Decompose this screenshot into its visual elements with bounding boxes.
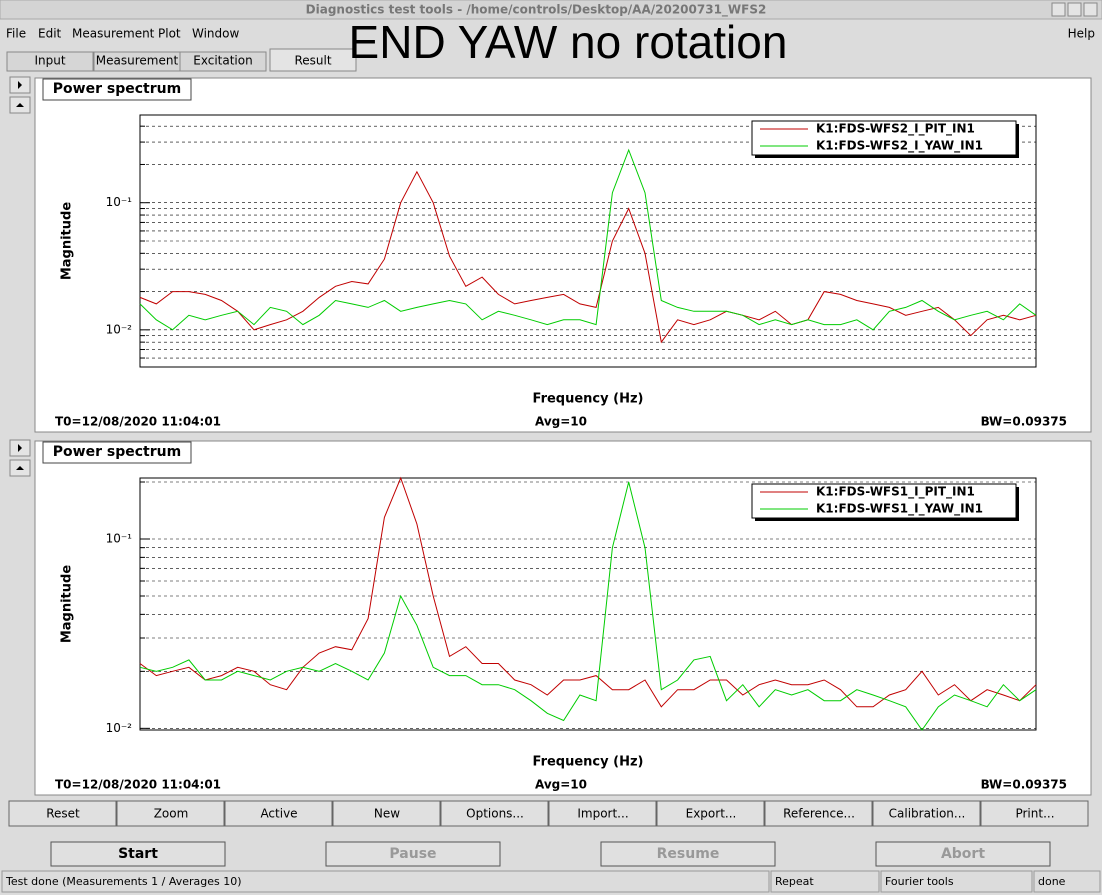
menu-item[interactable]: Edit xyxy=(38,27,62,41)
arrow-icon xyxy=(18,81,22,89)
button[interactable] xyxy=(332,800,441,827)
plot-frame xyxy=(139,477,1037,731)
button[interactable] xyxy=(8,800,117,827)
arrow-icon xyxy=(16,103,24,107)
footer-left: T0=12/08/2020 11:04:01 xyxy=(55,778,221,792)
button[interactable] xyxy=(980,800,1089,827)
y-tick-label: 10⁻¹ xyxy=(106,532,133,546)
button-label[interactable]: Import... xyxy=(577,807,628,821)
plot-frame xyxy=(139,114,1037,368)
status-cell xyxy=(770,870,880,893)
button-row: Reset Zoom Active New Options... Import... Exp… xyxy=(8,800,1089,827)
tab-label[interactable]: Input xyxy=(34,54,65,68)
title-bar xyxy=(0,0,1102,20)
menu-item[interactable]: Window xyxy=(192,27,240,41)
control-button[interactable] xyxy=(50,841,226,867)
control-label[interactable]: Start xyxy=(118,846,158,862)
menu-item[interactable]: Plot xyxy=(158,27,181,41)
button-label[interactable]: New xyxy=(374,807,400,821)
legend-label: K1:FDS-WFS1_I_PIT_IN1 xyxy=(816,485,975,500)
status-text: Fourier tools xyxy=(885,875,954,888)
panel-title-box xyxy=(42,78,192,101)
x-axis-label: Frequency (Hz) xyxy=(533,755,644,770)
tab-label[interactable]: Result xyxy=(294,54,331,68)
series-line xyxy=(139,481,1037,731)
footer-right: BW=0.09375 xyxy=(981,778,1067,792)
tab-selected[interactable] xyxy=(269,48,357,72)
control-row: Start Pause Resume Abort xyxy=(50,841,1051,867)
button[interactable] xyxy=(656,800,765,827)
button-label[interactable]: Reference... xyxy=(783,807,855,821)
button-label[interactable]: Calibration... xyxy=(889,807,966,821)
button-label[interactable]: Print... xyxy=(1015,807,1054,821)
status-text: Repeat xyxy=(775,875,814,888)
button[interactable] xyxy=(116,800,225,827)
control-button[interactable] xyxy=(875,841,1051,867)
arrow-icon xyxy=(18,444,22,452)
footer-center: Avg=10 xyxy=(535,415,587,429)
button[interactable] xyxy=(764,800,873,827)
status-cell xyxy=(1033,870,1101,893)
control-label[interactable]: Resume xyxy=(657,846,720,862)
control-label[interactable]: Abort xyxy=(941,846,985,862)
legend xyxy=(751,120,1017,156)
maximize-button[interactable] xyxy=(1067,2,1082,17)
tab-label[interactable]: Measurement xyxy=(96,54,179,68)
series-line xyxy=(139,148,1037,331)
footer-center: Avg=10 xyxy=(535,778,587,792)
menu-item[interactable]: File xyxy=(6,27,26,41)
button-label[interactable]: Reset xyxy=(46,807,80,821)
y-tick-label: 10⁻¹ xyxy=(106,195,133,209)
minimize-button[interactable] xyxy=(1051,2,1066,17)
y-tick-label: 10⁻² xyxy=(106,322,133,336)
series-line xyxy=(139,170,1037,344)
close-button[interactable] xyxy=(1083,2,1098,17)
footer-left: T0=12/08/2020 11:04:01 xyxy=(55,415,221,429)
panel-title: Power spectrum xyxy=(53,81,181,97)
status-text: done xyxy=(1038,875,1066,888)
overlay-text: END YAW no rotation xyxy=(349,16,788,68)
x-axis-label: Frequency (Hz) xyxy=(533,392,644,407)
y-tick-label: 10⁻² xyxy=(106,721,133,735)
button-label[interactable]: Active xyxy=(260,807,297,821)
button[interactable] xyxy=(548,800,657,827)
tab-label[interactable]: Excitation xyxy=(193,54,252,68)
status-cell xyxy=(880,870,1033,893)
panel-title-box xyxy=(42,441,192,464)
footer-right: BW=0.09375 xyxy=(981,415,1067,429)
status-bar: Test done (Measurements 1 / Averages 10)… xyxy=(1,870,1101,893)
tab[interactable] xyxy=(6,51,94,72)
arrow-icon xyxy=(16,466,24,470)
tab-bar: Input Measurement Excitation Result xyxy=(6,48,357,72)
panel-title: Power spectrum xyxy=(53,444,181,460)
button-label[interactable]: Options... xyxy=(466,807,524,821)
legend-label: K1:FDS-WFS2_I_PIT_IN1 xyxy=(816,122,975,137)
control-label[interactable]: Pause xyxy=(389,846,436,862)
button-label[interactable]: Export... xyxy=(686,807,737,821)
y-axis-label: Magnitude xyxy=(60,202,75,281)
tab[interactable] xyxy=(179,51,267,72)
control-button[interactable] xyxy=(600,841,776,867)
legend-label: K1:FDS-WFS2_I_YAW_IN1 xyxy=(816,139,983,154)
status-text: Test done (Measurements 1 / Averages 10) xyxy=(5,875,242,888)
menu-bar: File Edit Measurement Plot Window xyxy=(6,27,240,41)
legend-label: K1:FDS-WFS1_I_YAW_IN1 xyxy=(816,502,983,517)
series-line xyxy=(139,476,1037,708)
window-title: Diagnostics test tools - /home/controls/… xyxy=(306,3,767,18)
button[interactable] xyxy=(224,800,333,827)
y-axis-label: Magnitude xyxy=(60,565,75,644)
menu-item[interactable]: Measurement xyxy=(72,27,155,41)
control-button[interactable] xyxy=(325,841,501,867)
button[interactable] xyxy=(440,800,549,827)
legend xyxy=(751,483,1017,519)
button-label[interactable]: Zoom xyxy=(154,807,189,821)
button[interactable] xyxy=(872,800,981,827)
charts: Power spectrum 10⁻² 10⁻¹ K1:FDS-WFS2_I_PIT_… xyxy=(9,76,1092,796)
status-cell xyxy=(1,870,770,893)
menu-item[interactable]: Help xyxy=(1068,27,1095,41)
